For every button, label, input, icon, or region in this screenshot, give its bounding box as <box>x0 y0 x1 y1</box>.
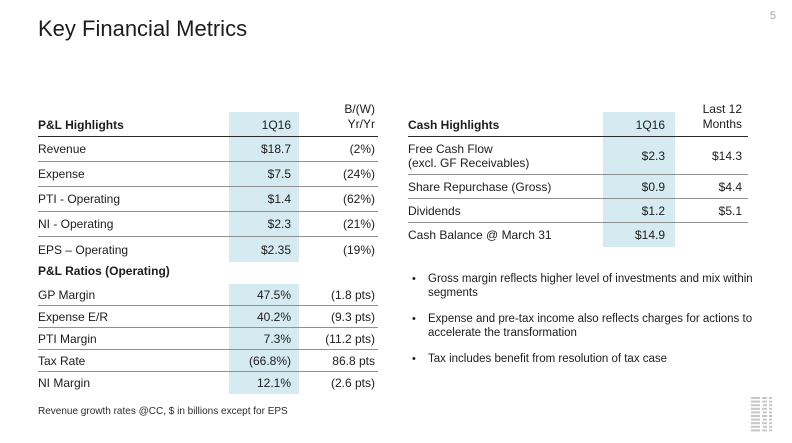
highlight-column-band <box>229 284 299 394</box>
page-number: 5 <box>769 10 776 22</box>
row-value-last12: $5.1 <box>718 203 742 218</box>
row-value-yryr: (9.3 pts) <box>330 309 375 324</box>
row-label: Expense <box>38 167 85 181</box>
table-row: PTI Margin 7.3% (11.2 pts) <box>38 328 378 350</box>
row-value-yryr: (19%) <box>342 242 375 257</box>
column-header: 1Q16 <box>635 118 665 132</box>
column-header: 1Q16 <box>261 118 291 132</box>
highlight-column-band <box>603 112 675 247</box>
footnote: Revenue growth rates @CC, $ in billions … <box>38 406 288 417</box>
row-value-yryr: (11.2 pts) <box>325 331 375 346</box>
table-row: Free Cash Flow (excl. GF Receivables) $2… <box>408 137 748 175</box>
table-row: Dividends $1.2 $5.1 <box>408 199 748 223</box>
row-value-yryr: (2.6 pts) <box>330 376 375 390</box>
row-value-1q16: $7.5 <box>267 167 291 181</box>
bullet-item: • Tax includes benefit from resolution o… <box>412 352 764 366</box>
row-value-1q16: $14.9 <box>634 228 665 242</box>
row-label: EPS – Operating <box>38 242 129 257</box>
table-row: PTI - Operating $1.4 (62%) <box>38 187 378 212</box>
table-row: GP Margin 47.5% (1.8 pts) <box>38 284 378 306</box>
table-body: GP Margin 47.5% (1.8 pts) Expense E/R 40… <box>38 284 378 394</box>
row-value-1q16: 40.2% <box>256 309 291 324</box>
ibm-logo-icon <box>751 397 772 432</box>
row-value-1q16: $0.9 <box>641 179 665 194</box>
bullet-item: • Gross margin reflects higher level of … <box>412 272 764 300</box>
pl-ratios-table: P&L Ratios (Operating) GP Margin 47.5% (… <box>38 264 378 394</box>
row-label: Free Cash Flow (excl. GF Receivables) <box>408 141 530 170</box>
row-value-last12: $4.4 <box>718 179 742 194</box>
row-value-1q16: $2.3 <box>641 148 665 163</box>
table-row: EPS – Operating $2.35 (19%) <box>38 237 378 262</box>
table-row: Cash Balance @ March 31 $14.9 <box>408 223 748 247</box>
table-row: NI - Operating $2.3 (21%) <box>38 212 378 237</box>
table-header-row: P&L Highlights 1Q16 B/(W) Yr/Yr <box>38 95 378 137</box>
table-body: Revenue $18.7 (2%) Expense $7.5 (24%) PT… <box>38 137 378 262</box>
bullet-text: Gross margin reflects higher level of in… <box>428 273 753 299</box>
pl-highlights-table: P&L Highlights 1Q16 B/(W) Yr/Yr Revenue … <box>38 95 378 262</box>
row-value-1q16: $18.7 <box>260 142 291 156</box>
bullet-marker: • <box>412 313 416 325</box>
column-header: Last 12 Months <box>702 102 742 131</box>
row-label: Cash Balance @ March 31 <box>408 228 552 242</box>
table-row: Expense E/R 40.2% (9.3 pts) <box>38 306 378 328</box>
table-row: Revenue $18.7 (2%) <box>38 137 378 162</box>
row-label: NI - Operating <box>38 217 114 231</box>
bullet-item: • Expense and pre-tax income also reflec… <box>412 312 764 340</box>
row-value-1q16: $2.3 <box>267 217 291 231</box>
bullet-marker: • <box>412 273 416 285</box>
table-header-row: Cash Highlights 1Q16 Last 12 Months <box>408 95 748 137</box>
row-value-1q16: (66.8%) <box>248 353 291 368</box>
row-value-yryr: (24%) <box>342 167 375 181</box>
commentary-bullets: • Gross margin reflects higher level of … <box>412 272 764 378</box>
row-value-1q16: 12.1% <box>256 376 291 390</box>
bullet-text: Expense and pre-tax income also reflects… <box>428 313 753 339</box>
row-value-yryr: (62%) <box>342 192 375 206</box>
row-label: Revenue <box>38 142 87 156</box>
row-value-yryr: (1.8 pts) <box>330 287 375 302</box>
row-label: GP Margin <box>38 287 96 302</box>
bullet-marker: • <box>412 353 416 365</box>
row-value-1q16: $1.4 <box>267 192 291 206</box>
section-title: P&L Ratios (Operating) <box>38 264 170 278</box>
row-value-yryr: (21%) <box>342 217 375 231</box>
table-body: Free Cash Flow (excl. GF Receivables) $2… <box>408 137 748 247</box>
row-label: Dividends <box>408 203 461 218</box>
page-title: Key Financial Metrics <box>38 16 248 41</box>
row-value-1q16: $2.35 <box>260 242 291 257</box>
table-row: NI Margin 12.1% (2.6 pts) <box>38 372 378 394</box>
row-value-yryr: (2%) <box>349 142 375 156</box>
row-label: Expense E/R <box>38 309 109 324</box>
row-label: PTI - Operating <box>38 192 121 206</box>
cash-highlights-table: Cash Highlights 1Q16 Last 12 Months Free… <box>408 95 748 247</box>
row-label: NI Margin <box>38 376 91 390</box>
bullet-text: Tax includes benefit from resolution of … <box>428 353 668 365</box>
row-value-1q16: 7.3% <box>263 331 291 346</box>
row-value-yryr: 86.8 pts <box>332 353 375 368</box>
column-header: P&L Highlights <box>38 118 124 132</box>
column-header: Cash Highlights <box>408 118 500 132</box>
row-value-1q16: $1.2 <box>641 203 665 218</box>
row-value-1q16: 47.5% <box>256 287 291 302</box>
row-label: Tax Rate <box>38 353 86 368</box>
highlight-column-band <box>229 112 299 262</box>
row-label: Share Repurchase (Gross) <box>408 179 552 194</box>
table-row: Expense $7.5 (24%) <box>38 162 378 187</box>
row-value-last12: $14.3 <box>711 148 742 163</box>
column-header: B/(W) Yr/Yr <box>344 102 375 131</box>
table-row: Tax Rate (66.8%) 86.8 pts <box>38 350 378 372</box>
table-row: Share Repurchase (Gross) $0.9 $4.4 <box>408 175 748 199</box>
row-label: PTI Margin <box>38 331 97 346</box>
